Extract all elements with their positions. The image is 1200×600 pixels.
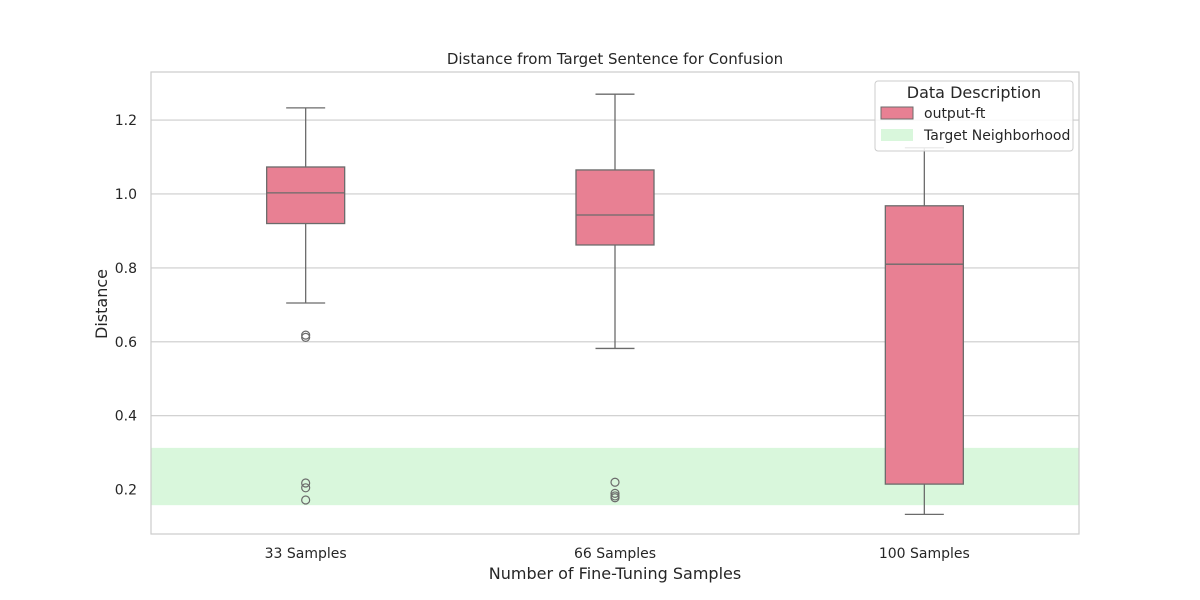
x-tick-label: 100 Samples bbox=[879, 546, 970, 562]
legend-swatch-output-ft bbox=[880, 106, 914, 120]
y-tick-label: 0.8 bbox=[115, 261, 137, 277]
y-tick-label: 0.2 bbox=[115, 483, 137, 499]
y-tick-label: 0.4 bbox=[115, 409, 137, 425]
outlier-point bbox=[610, 477, 620, 487]
y-tick-label: 1.0 bbox=[115, 187, 137, 203]
legend-title: Data Description bbox=[907, 83, 1041, 102]
box-group bbox=[575, 93, 655, 503]
y-axis-title: Distance bbox=[92, 269, 111, 339]
outlier-point bbox=[610, 493, 620, 503]
outlier-point bbox=[610, 488, 620, 498]
legend: Data Description output-ft Target Neighb… bbox=[874, 80, 1074, 152]
legend-swatch-target-neighborhood bbox=[881, 129, 913, 141]
outlier-point bbox=[301, 332, 311, 342]
y-tick-label: 1.2 bbox=[115, 113, 137, 129]
chart-title: Distance from Target Sentence for Confus… bbox=[447, 50, 783, 68]
y-axis-ticks: 0.2 0.4 0.6 0.8 1.0 1.2 bbox=[115, 113, 137, 499]
x-axis-ticks: 33 Samples 66 Samples 100 Samples bbox=[265, 546, 970, 562]
box-group bbox=[884, 147, 964, 516]
x-axis-title: Number of Fine-Tuning Samples bbox=[489, 564, 741, 583]
plot-frame bbox=[150, 71, 1080, 535]
outlier-point bbox=[301, 495, 311, 505]
box-iqr bbox=[884, 205, 964, 485]
legend-frame bbox=[874, 80, 1074, 152]
legend-label-target-neighborhood: Target Neighborhood bbox=[923, 128, 1070, 144]
outlier-point bbox=[301, 483, 311, 493]
box-iqr bbox=[575, 169, 655, 246]
legend-label-output-ft: output-ft bbox=[924, 106, 986, 122]
box-series-output-ft bbox=[266, 93, 964, 516]
box-group bbox=[266, 107, 346, 505]
outlier-point bbox=[301, 478, 311, 488]
box-iqr bbox=[266, 166, 346, 225]
x-tick-label: 66 Samples bbox=[574, 546, 656, 562]
y-tick-label: 0.6 bbox=[115, 335, 137, 351]
x-tick-label: 33 Samples bbox=[265, 546, 347, 562]
